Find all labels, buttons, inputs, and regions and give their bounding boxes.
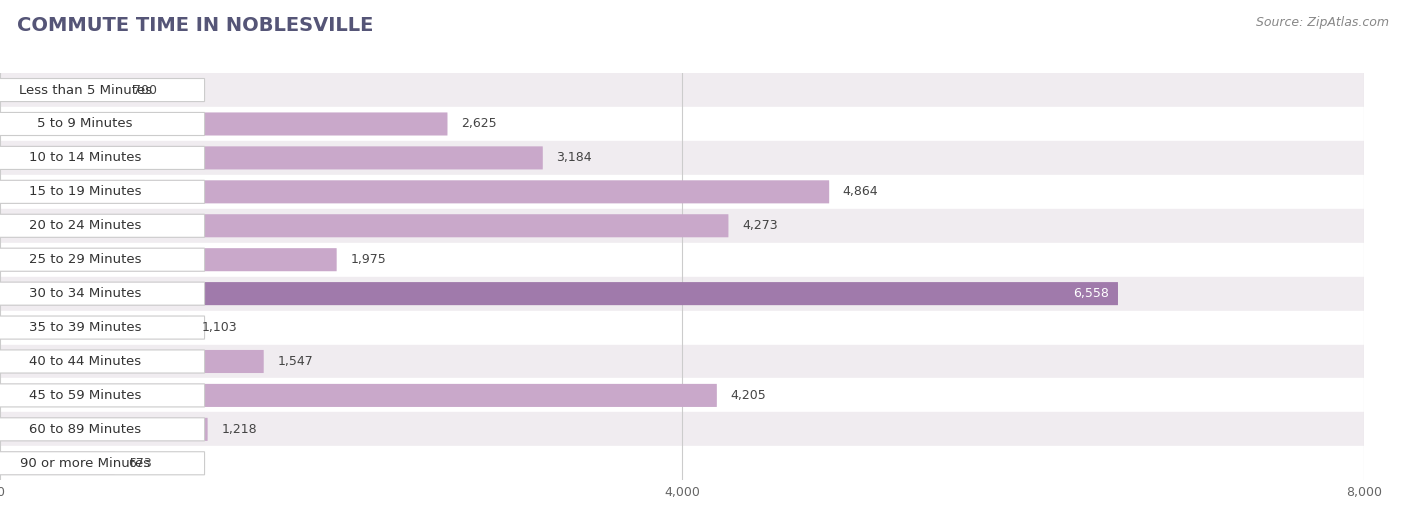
- FancyBboxPatch shape: [0, 214, 205, 238]
- FancyBboxPatch shape: [0, 146, 205, 170]
- Bar: [0, 446, 1364, 480]
- FancyBboxPatch shape: [0, 452, 205, 475]
- Text: Less than 5 Minutes: Less than 5 Minutes: [18, 84, 152, 97]
- Bar: [0, 107, 1364, 141]
- FancyBboxPatch shape: [0, 78, 120, 102]
- FancyBboxPatch shape: [0, 316, 205, 339]
- Text: 1,103: 1,103: [201, 321, 238, 334]
- Text: Source: ZipAtlas.com: Source: ZipAtlas.com: [1256, 16, 1389, 29]
- FancyBboxPatch shape: [0, 214, 728, 238]
- FancyBboxPatch shape: [0, 384, 205, 407]
- Bar: [0, 345, 1364, 378]
- Text: 6,558: 6,558: [1074, 287, 1109, 300]
- FancyBboxPatch shape: [0, 452, 115, 475]
- Text: COMMUTE TIME IN NOBLESVILLE: COMMUTE TIME IN NOBLESVILLE: [17, 16, 373, 34]
- Text: 3,184: 3,184: [557, 151, 592, 164]
- Text: 30 to 34 Minutes: 30 to 34 Minutes: [30, 287, 142, 300]
- Text: 1,547: 1,547: [277, 355, 314, 368]
- Text: 4,273: 4,273: [742, 219, 778, 232]
- FancyBboxPatch shape: [0, 180, 830, 204]
- FancyBboxPatch shape: [0, 384, 717, 407]
- Text: 5 to 9 Minutes: 5 to 9 Minutes: [38, 117, 134, 130]
- FancyBboxPatch shape: [0, 248, 205, 271]
- FancyBboxPatch shape: [0, 112, 205, 136]
- Text: 20 to 24 Minutes: 20 to 24 Minutes: [30, 219, 142, 232]
- FancyBboxPatch shape: [0, 180, 205, 204]
- Text: 673: 673: [128, 457, 152, 470]
- FancyBboxPatch shape: [0, 418, 208, 441]
- Bar: [0, 243, 1364, 277]
- Text: 10 to 14 Minutes: 10 to 14 Minutes: [30, 151, 142, 164]
- Text: 45 to 59 Minutes: 45 to 59 Minutes: [30, 389, 142, 402]
- FancyBboxPatch shape: [0, 248, 336, 271]
- Text: 4,205: 4,205: [731, 389, 766, 402]
- FancyBboxPatch shape: [0, 112, 447, 136]
- Text: 15 to 19 Minutes: 15 to 19 Minutes: [30, 185, 142, 198]
- Text: 700: 700: [134, 84, 157, 97]
- Text: 4,864: 4,864: [842, 185, 879, 198]
- Bar: [0, 73, 1364, 107]
- FancyBboxPatch shape: [0, 282, 205, 305]
- Text: 2,625: 2,625: [461, 117, 496, 130]
- FancyBboxPatch shape: [0, 350, 205, 373]
- Bar: [0, 378, 1364, 412]
- Text: 1,975: 1,975: [350, 253, 387, 266]
- FancyBboxPatch shape: [0, 350, 264, 373]
- Bar: [0, 412, 1364, 446]
- Text: 40 to 44 Minutes: 40 to 44 Minutes: [30, 355, 141, 368]
- FancyBboxPatch shape: [0, 282, 1118, 305]
- Text: 25 to 29 Minutes: 25 to 29 Minutes: [30, 253, 142, 266]
- FancyBboxPatch shape: [0, 418, 205, 441]
- FancyBboxPatch shape: [0, 316, 188, 339]
- Bar: [0, 277, 1364, 311]
- Bar: [0, 141, 1364, 175]
- Text: 60 to 89 Minutes: 60 to 89 Minutes: [30, 423, 141, 436]
- Bar: [0, 175, 1364, 209]
- FancyBboxPatch shape: [0, 146, 543, 170]
- Text: 90 or more Minutes: 90 or more Minutes: [20, 457, 150, 470]
- Bar: [0, 311, 1364, 345]
- FancyBboxPatch shape: [0, 78, 205, 102]
- Text: 35 to 39 Minutes: 35 to 39 Minutes: [30, 321, 142, 334]
- Bar: [0, 209, 1364, 243]
- Text: 1,218: 1,218: [221, 423, 257, 436]
